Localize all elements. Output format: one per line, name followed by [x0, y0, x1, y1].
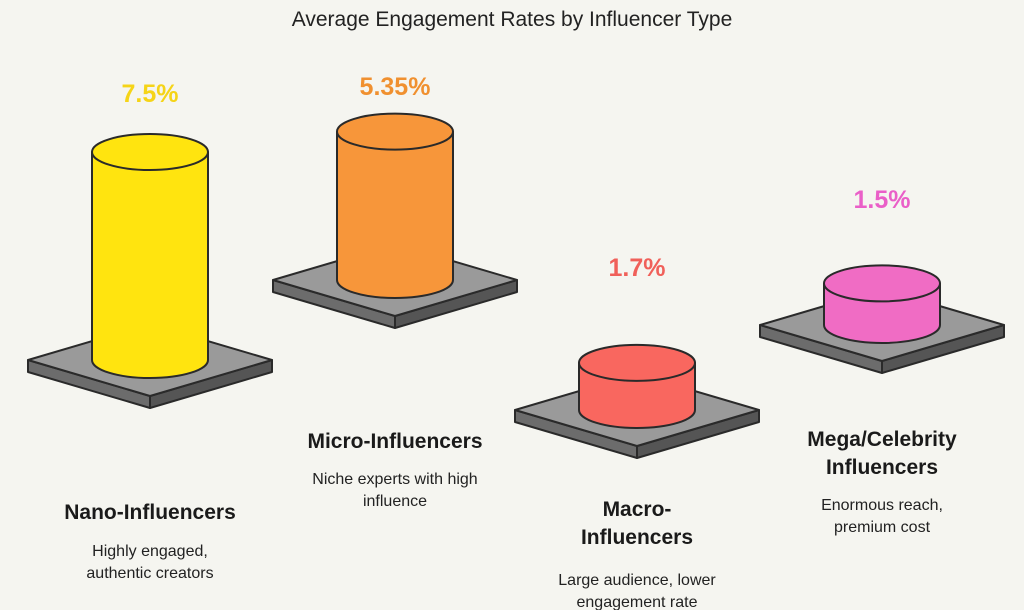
category-label-4: Mega/Celebrity Influencers: [807, 428, 957, 479]
bar-2: [336, 130, 454, 299]
bar-group-2: 5.35% Micro-Influencers Niche experts with…: [272, 73, 518, 510]
chart-title: Average Engagement Rates by Influencer T…: [292, 8, 733, 31]
bar-top-4: [823, 264, 941, 303]
bar-group-4: 1.5% Mega/Celebrity Influencers Enormous re…: [759, 186, 1005, 536]
description-3: Large audience, lower engagement rate: [558, 572, 716, 610]
bar-top-3: [578, 343, 696, 382]
category-label-1: Nano-Influencers: [64, 501, 236, 524]
description-1: Highly engaged, authentic creators: [86, 543, 213, 582]
bar-top-1: [91, 133, 209, 171]
category-label-3: Macro-Influencers: [581, 498, 693, 549]
value-label-3: 1.7%: [609, 254, 666, 282]
description-4: Enormous reach, premium cost: [821, 497, 943, 536]
value-label-4: 1.5%: [854, 186, 911, 214]
bar-group-1: 7.5% Nano-Influencers Highly engaged, authe…: [27, 80, 273, 582]
value-label-2: 5.35%: [360, 73, 431, 101]
bar-1: [91, 151, 209, 379]
bar-group-3: 1.7% Macro-Influencers Large audience, low…: [514, 254, 760, 610]
bar-top-2: [336, 112, 454, 151]
description-2: Niche experts with high influence: [312, 471, 477, 510]
value-label-1: 7.5%: [122, 80, 179, 108]
category-label-2: Micro-Influencers: [307, 430, 482, 453]
